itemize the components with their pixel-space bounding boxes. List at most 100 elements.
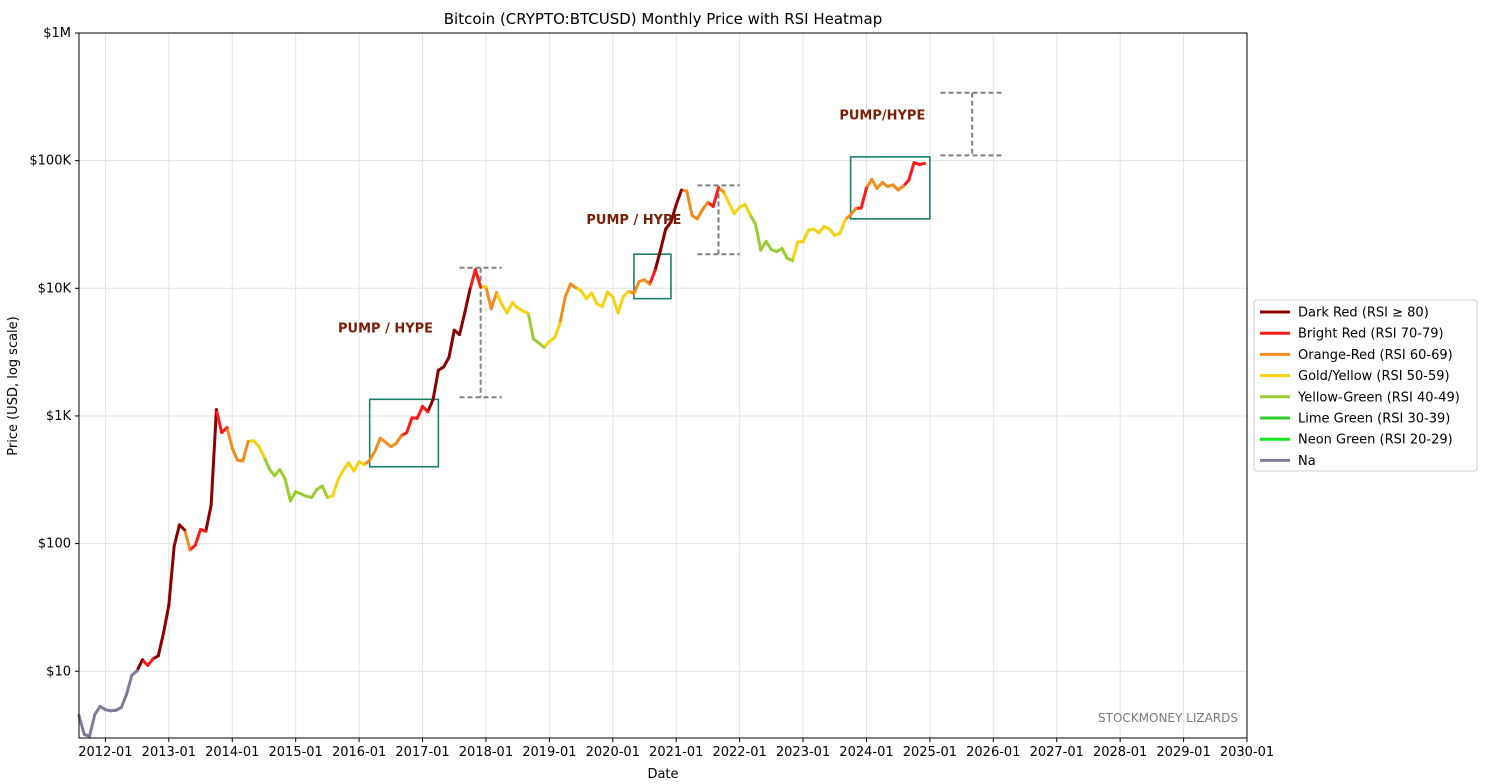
- highlight-box: [633, 253, 672, 300]
- price-segment: [209, 408, 218, 507]
- price-point: [690, 213, 694, 217]
- legend-label: Yellow-Green (RSI 40-49): [1297, 390, 1460, 405]
- price-point: [643, 278, 646, 282]
- legend: Dark Red (RSI ≥ 80) Bright Red (RSI 70-79…: [1253, 299, 1478, 472]
- price-point: [791, 259, 794, 262]
- price-point: [600, 305, 604, 308]
- price-point: [310, 496, 313, 499]
- x-tick-label: 2016-01: [332, 745, 386, 760]
- price-segment: [320, 484, 329, 499]
- grid-lines: [79, 32, 1248, 738]
- price-point: [289, 499, 292, 503]
- x-tick-label: 2015-01: [269, 745, 323, 760]
- price-point: [606, 290, 609, 294]
- price-point: [780, 247, 784, 250]
- price-point: [130, 673, 134, 677]
- price-segment: [616, 294, 625, 315]
- price-segment: [748, 213, 757, 226]
- price-point: [315, 488, 319, 491]
- y-axis-ticks: $10 $100 $1K $10K $100K $1M: [29, 26, 79, 679]
- x-tick-label: 2028-01: [1093, 745, 1147, 760]
- price-segment: [801, 228, 810, 244]
- price-point: [352, 469, 356, 473]
- price-segment: [658, 227, 668, 253]
- price-point: [93, 712, 97, 716]
- price-point: [632, 291, 636, 295]
- price-point: [875, 187, 879, 190]
- price-segment: [167, 544, 176, 607]
- price-point: [421, 404, 424, 408]
- price-point: [320, 484, 324, 488]
- price-point: [865, 186, 868, 190]
- price-point: [394, 441, 398, 445]
- price-segment: [394, 434, 403, 445]
- price-point: [225, 426, 229, 430]
- price-point: [415, 416, 419, 420]
- price-point: [304, 494, 308, 498]
- price-segment: [648, 268, 657, 286]
- price-point: [257, 444, 261, 448]
- price-point: [252, 439, 255, 443]
- price-point: [880, 181, 884, 184]
- y-tick-label: $100K: [29, 154, 71, 169]
- price-segment: [183, 528, 192, 552]
- price-point: [722, 190, 726, 194]
- legend-label: Neon Green (RSI 20-29): [1298, 433, 1453, 448]
- price-segment: [790, 240, 800, 263]
- price-segment: [859, 186, 868, 210]
- price-point: [542, 345, 546, 349]
- price-point: [362, 463, 366, 466]
- y-tick-label: $100: [38, 537, 71, 552]
- price-point: [843, 218, 847, 222]
- price-point: [183, 528, 187, 532]
- price-segment: [558, 295, 567, 325]
- price-point: [775, 250, 779, 253]
- price-point: [769, 248, 773, 251]
- price-segment: [505, 301, 514, 315]
- price-point: [653, 269, 657, 272]
- price-point: [664, 227, 668, 231]
- x-tick-label: 2027-01: [1030, 745, 1084, 760]
- price-point: [748, 213, 752, 217]
- highlight-box: [368, 398, 440, 468]
- price-point: [104, 708, 107, 712]
- price-segment: [495, 291, 504, 306]
- price-point: [410, 416, 414, 420]
- price-segment: [262, 455, 271, 471]
- x-tick-label: 2017-01: [395, 745, 449, 760]
- price-segment: [743, 202, 752, 217]
- price-point: [822, 225, 826, 228]
- range-markers: [459, 91, 1004, 399]
- price-point: [801, 240, 805, 244]
- price-point: [389, 445, 393, 449]
- price-segment: [870, 177, 879, 190]
- y-tick-label: $10K: [38, 281, 72, 296]
- price-point: [204, 529, 208, 533]
- price-point: [759, 248, 763, 252]
- price-point: [902, 184, 905, 188]
- price-segment: [230, 446, 240, 462]
- price-point: [806, 228, 810, 232]
- price-segment: [711, 186, 720, 208]
- price-point: [569, 282, 572, 286]
- price-point: [109, 709, 113, 713]
- price-point: [458, 333, 461, 336]
- price-segment: [463, 287, 472, 315]
- price-point: [547, 339, 551, 343]
- highlight-boxes: [368, 156, 931, 468]
- x-axis-title: Date: [647, 767, 678, 782]
- price-point: [870, 178, 874, 181]
- price-point: [479, 285, 483, 289]
- x-tick-label: 2020-01: [586, 745, 640, 760]
- price-point: [294, 490, 298, 494]
- price-point: [510, 301, 514, 304]
- price-point: [357, 460, 361, 464]
- legend-label: Gold/Yellow (RSI 50-59): [1298, 369, 1450, 384]
- price-point: [706, 200, 710, 204]
- price-point: [648, 282, 652, 286]
- price-point: [521, 309, 525, 313]
- price-segment: [156, 631, 166, 658]
- price-point: [859, 206, 863, 210]
- price-point: [669, 220, 673, 224]
- price-point: [452, 328, 456, 332]
